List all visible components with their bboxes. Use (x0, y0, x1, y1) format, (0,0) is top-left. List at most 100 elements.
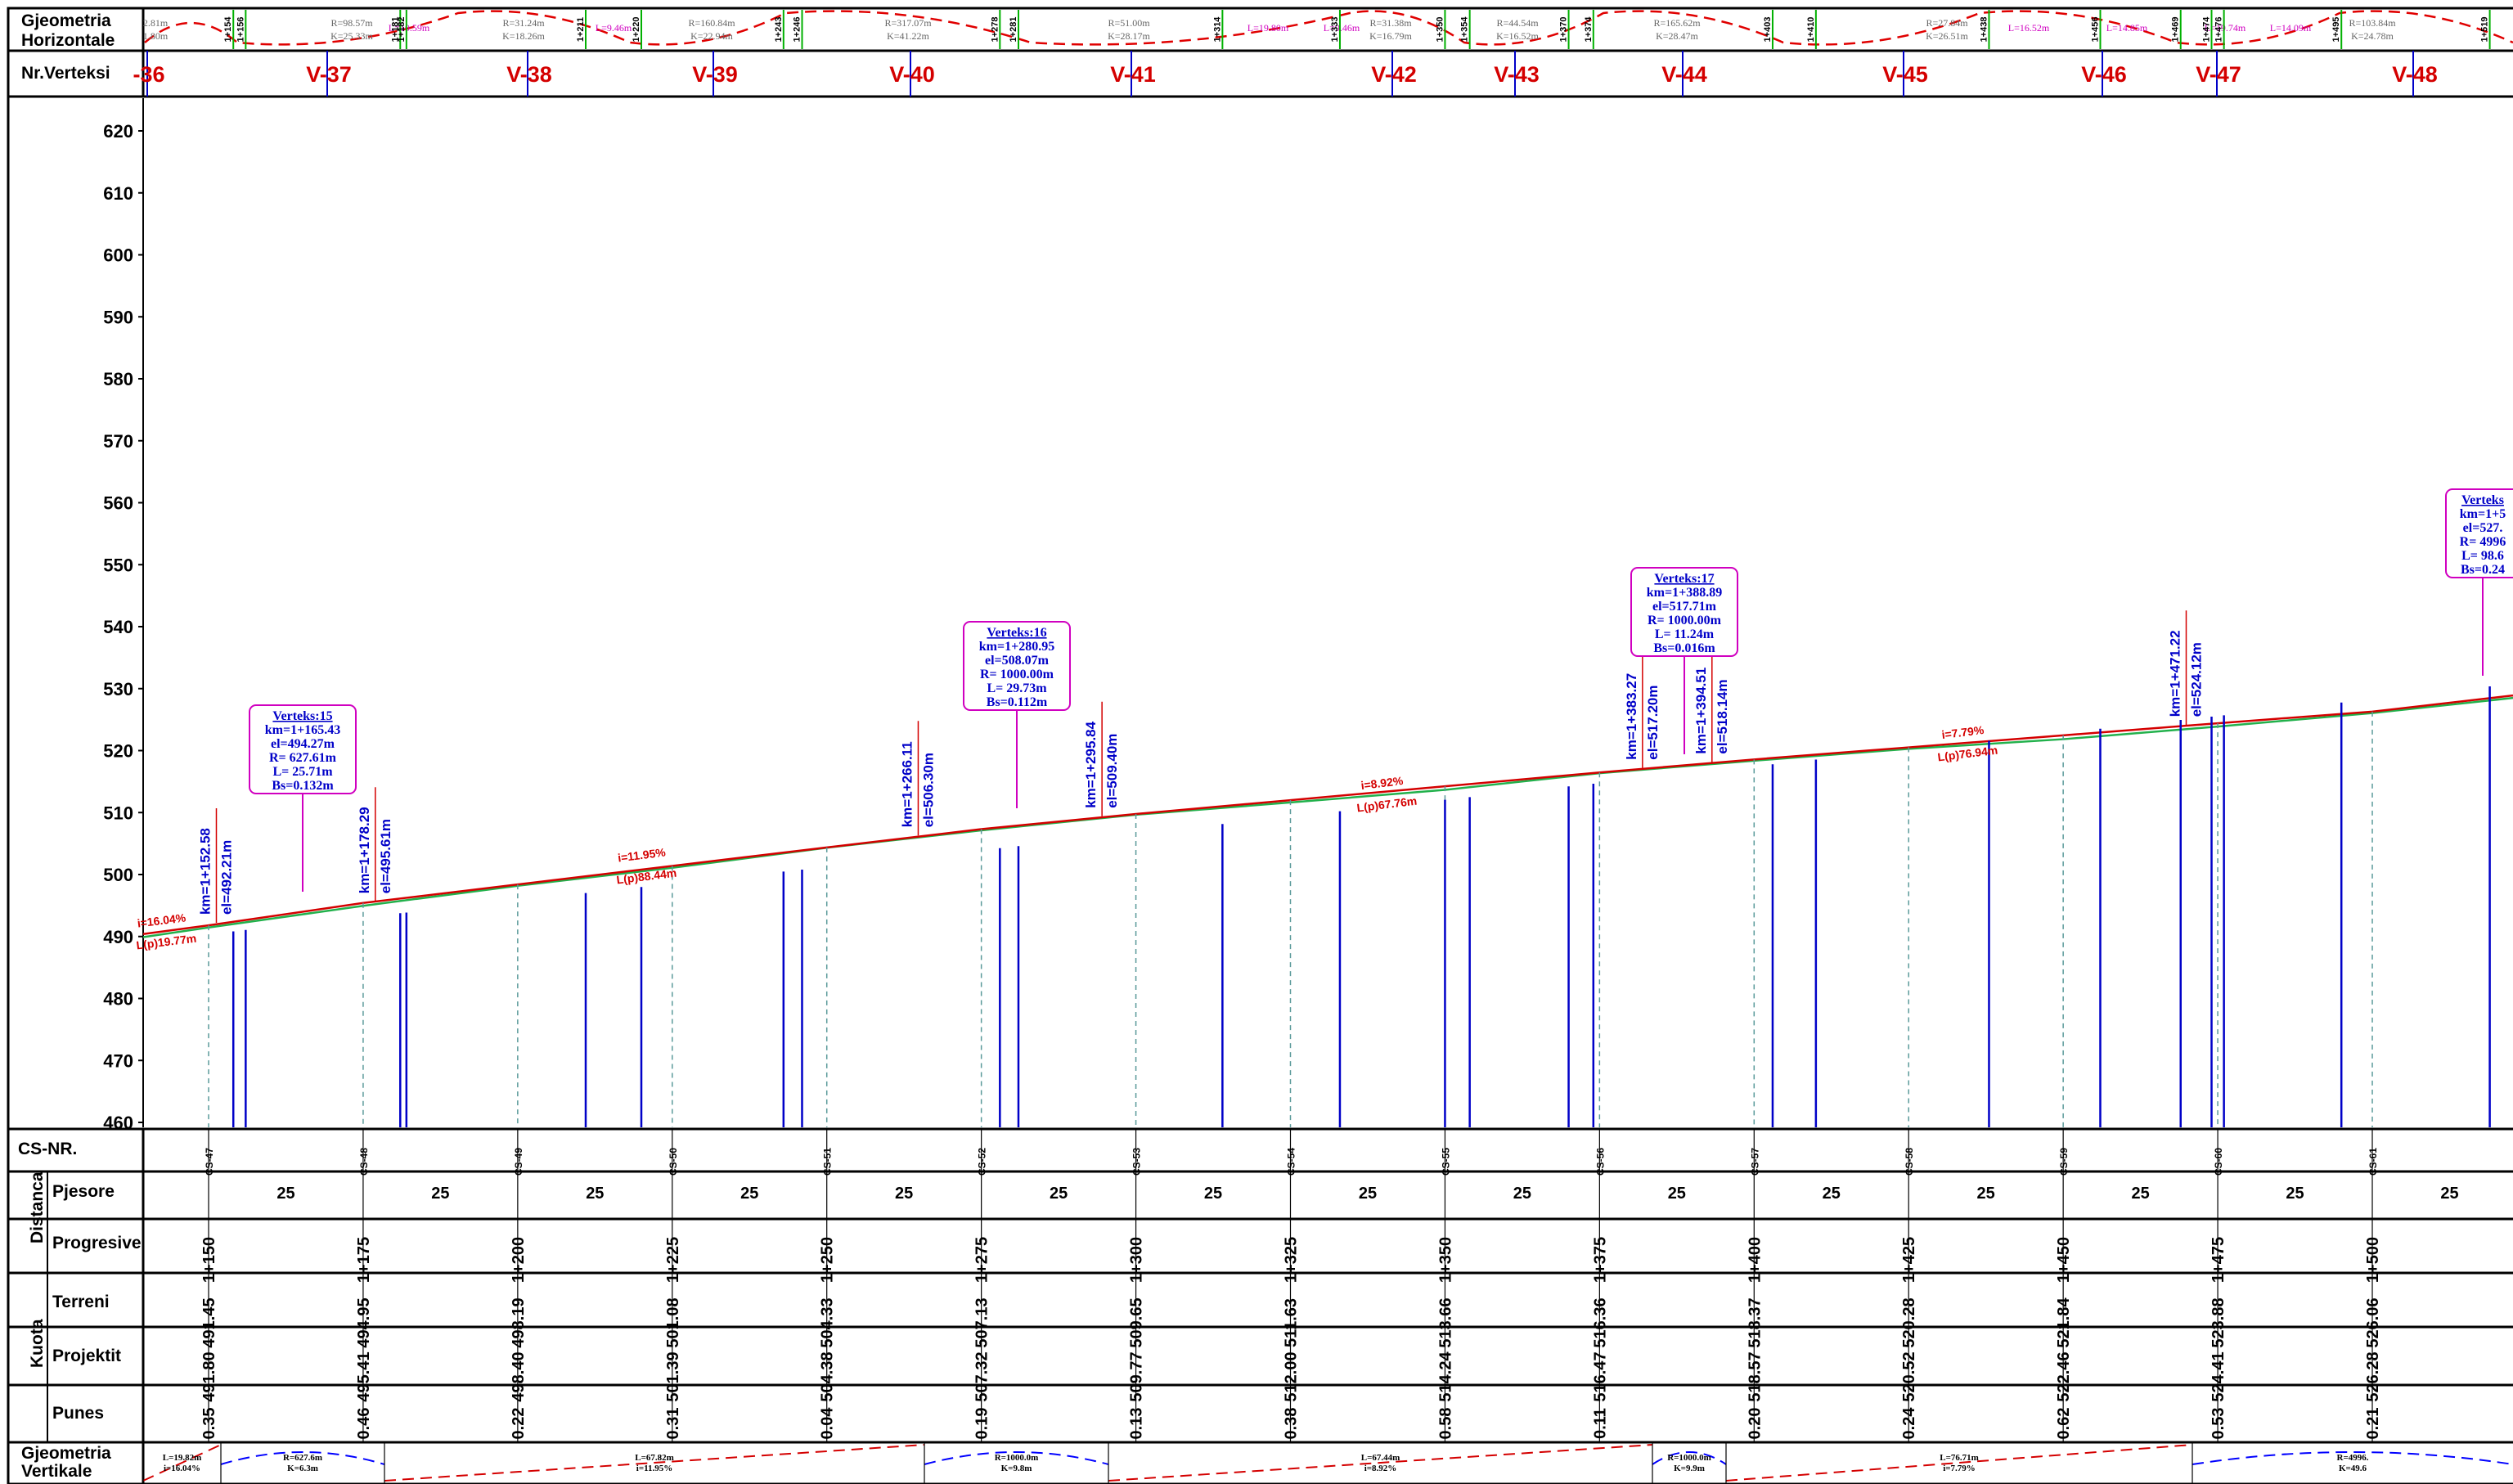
horizontal-tangent-label: L=14.85m (2106, 22, 2148, 34)
horizontal-tangent-label: L=9.46m (1324, 22, 1360, 34)
projektit-value: 507.32 (973, 1351, 991, 1401)
vertical-geometry-label: K=6.3m (287, 1464, 318, 1473)
horizontal-arc-length-label: K=25.33m (330, 30, 373, 42)
horizontal-arc-length-label: K=24.78m (2351, 30, 2394, 42)
progresive-value: 1+475 (2210, 1237, 2228, 1283)
kuota-label: Kuota (28, 1319, 47, 1369)
grade-length-label: L(p)88.44m (616, 866, 677, 887)
pjesore-value: 25 (2131, 1185, 2149, 1203)
horizontal-arc-length-label: K=26.51m (1926, 30, 1968, 42)
punes-value: 0.38 (1283, 1408, 1301, 1440)
cs-number-label: CS-49 (513, 1148, 524, 1176)
progresive-value: 1+200 (510, 1237, 528, 1283)
elevation-tick-label: 610 (103, 183, 133, 204)
vertical-curve-text: km=1+280.95 (979, 640, 1054, 654)
vertical-curve-text: km=1+165.43 (265, 723, 340, 737)
vertical-geometry-label: K=9.8m (1001, 1464, 1032, 1473)
horizontal-arc-length-label: K=41.22m (887, 30, 929, 42)
projektit-value: 512.00 (1283, 1351, 1301, 1401)
vertex-label: V-43 (1494, 62, 1540, 87)
pjesore-value: 25 (1823, 1185, 1841, 1203)
geometria-horizontale-line2: Horizontale (21, 31, 115, 50)
horizontal-arc-length-label: K=16.79m (1369, 30, 1412, 42)
vertex-label: V-41 (1110, 62, 1156, 87)
horizontal-radius-label: R=27.84m (1926, 17, 1968, 29)
horizontal-radius-label: R=31.24m (502, 17, 545, 29)
terreni-value: 501.08 (664, 1297, 682, 1347)
horizontal-radius-label: R=103.84m (2349, 17, 2396, 29)
terreni-value: 526.06 (2364, 1297, 2382, 1347)
vertical-curve-box (249, 704, 357, 794)
punes-value: 0.58 (1436, 1408, 1454, 1440)
vertical-curve-text: L= 25.71m (272, 765, 333, 779)
vertical-curve-text: el=527. (2463, 521, 2503, 535)
punes-value: 0.20 (1746, 1408, 1764, 1440)
cs-number-label: CS-58 (1904, 1148, 1915, 1176)
punes-value: 0.53 (2210, 1408, 2228, 1440)
vertical-geometry-label: K=9.9m (1674, 1464, 1705, 1473)
vertical-geometry-label: R=627.6m (283, 1453, 322, 1463)
grade-label: i=11.95% (617, 845, 667, 864)
grade-label: i=8.92% (1360, 774, 1405, 792)
vertical-geometry-label: i=16.04% (164, 1464, 200, 1473)
vertical-curve-box (1630, 567, 1738, 657)
terreni-value: 521.84 (2055, 1297, 2073, 1348)
tangent-point-km-label: km=1+383.27 (1624, 673, 1639, 760)
projektit-value: 526.28 (2364, 1351, 2382, 1401)
vertical-curve-text: Bs=0.112m (987, 695, 1048, 709)
vertical-curve-text: el=517.71m (1652, 600, 1717, 614)
geometria-horizontale-line1: Gjeometria (21, 11, 111, 30)
horizontal-radius-label: R=51.00m (1108, 17, 1150, 29)
tangent-point-el-label: el=517.20m (1645, 685, 1661, 759)
horizontal-station-label: 1+476 (2214, 17, 2224, 43)
elevation-tick-label: 590 (103, 307, 133, 327)
punes-value: 0.19 (973, 1408, 991, 1440)
projektit-value: 520.52 (1900, 1351, 1918, 1401)
vertical-curve-text: Bs=0.24 (2461, 563, 2505, 577)
horizontal-station-label: 1+495 (2331, 17, 2341, 43)
horizontal-radius-label: R=98.57m (330, 17, 373, 29)
vertical-geometry-label: L=19.82m (163, 1453, 202, 1463)
terreni-value: 511.63 (1283, 1298, 1301, 1347)
vertical-geometry-segment (384, 1444, 925, 1482)
vertical-curve-text: R= 1000.00m (980, 668, 1054, 681)
cs-number-label: CS-53 (1131, 1148, 1143, 1176)
punes-value: 0.46 (355, 1408, 373, 1440)
tangent-point-km-label: km=1+178.29 (357, 807, 372, 893)
vertical-geometry-label: R=1000.0m (1667, 1453, 1711, 1463)
vertical-geometry-segment (2192, 1451, 2513, 1465)
cs-number-label: CS-56 (1594, 1148, 1606, 1176)
tangent-point-km-label: km=1+394.51 (1693, 668, 1709, 754)
vertical-curve-text: R= 4996 (2460, 535, 2506, 549)
tangent-point-el-label: el=518.14m (1715, 679, 1730, 753)
horizontal-station-label: 1+181 (390, 17, 400, 43)
horizontal-station-label: 1+438 (1979, 17, 1989, 43)
tangent-point-km-label: km=1+152.58 (197, 828, 213, 915)
cs-number-label: CS-55 (1440, 1148, 1451, 1176)
grade-label: i=7.79% (1941, 723, 1985, 741)
tangent-point-km-label: km=1+266.11 (899, 741, 915, 827)
punes-value: 0.35 (200, 1408, 218, 1440)
cs-number-label: CS-50 (668, 1148, 679, 1176)
vertical-curve-text: el=508.07m (985, 654, 1050, 668)
projektit-value: 516.47 (1591, 1351, 1609, 1401)
horizontal-station-label: 1+243 (774, 17, 784, 43)
vertical-curve-text: Verteks (2461, 493, 2504, 507)
elevation-tick-label: 600 (103, 245, 133, 266)
tangent-point-el-label: el=492.21m (218, 840, 234, 915)
grade-label: i=16.04% (137, 911, 187, 929)
elevation-tick-label: 500 (103, 865, 133, 885)
pjesore-value: 25 (1359, 1185, 1377, 1203)
elevation-tick-label: 550 (103, 555, 133, 575)
projektit-value: 504.38 (819, 1351, 837, 1401)
geometria-vertikale-line1: Gjeometria (21, 1444, 111, 1463)
horizontal-tangent-label: L=19.74m (2205, 22, 2246, 34)
elevation-tick-label: 480 (103, 989, 133, 1010)
horizontal-radius-label: R=160.84m (688, 17, 735, 29)
horizontal-arc-length-label: K=18.26m (502, 30, 545, 42)
geometria-vertikale-line2: Vertikale (21, 1462, 92, 1481)
horizontal-station-label: 1+156 (236, 17, 245, 43)
progresive-value: 1+400 (1746, 1237, 1764, 1283)
outer-frame (7, 7, 2513, 1484)
cs-number-label: CS-52 (977, 1148, 988, 1176)
